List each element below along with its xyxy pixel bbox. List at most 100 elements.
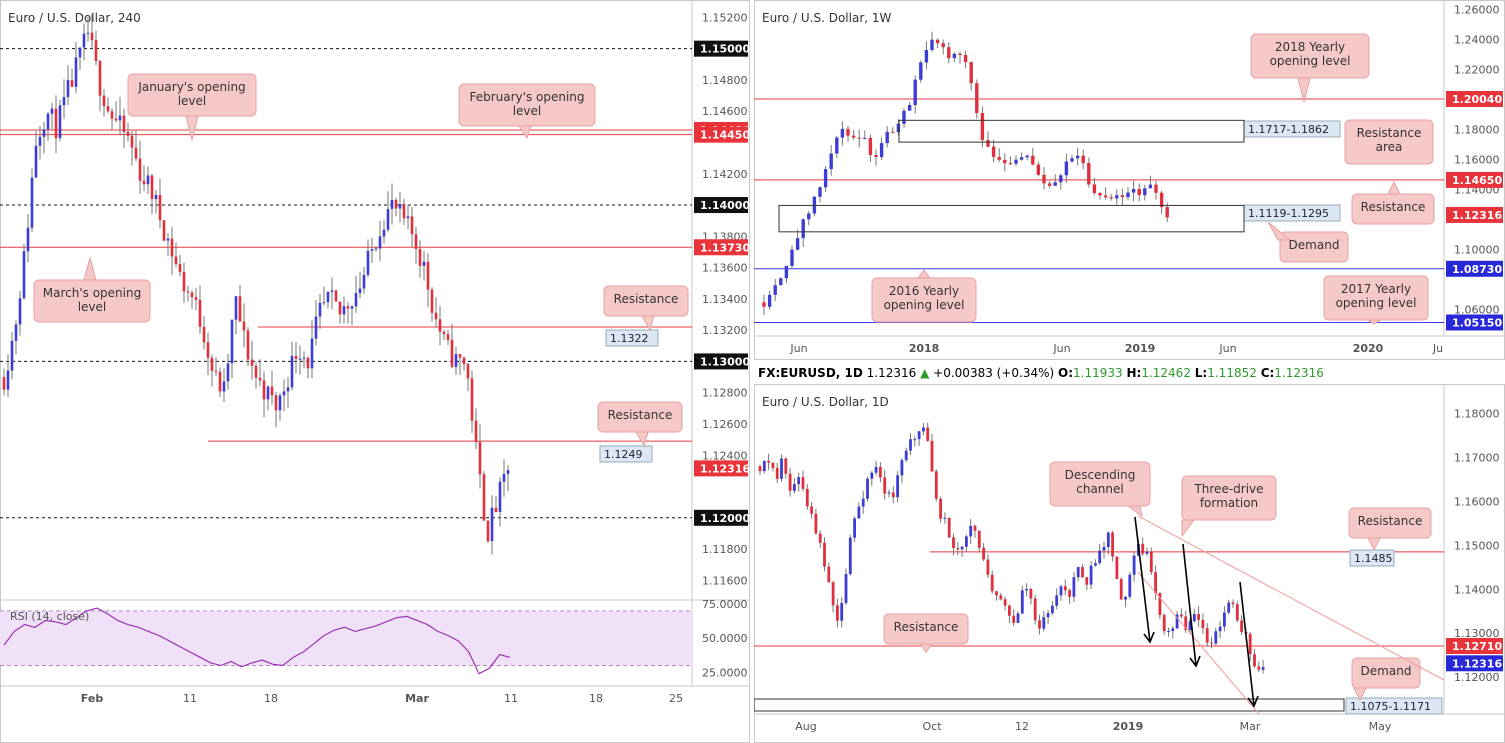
- candle-body: [26, 227, 30, 252]
- candle-body: [1158, 593, 1162, 616]
- price-tag-label: 1.13730: [700, 241, 750, 254]
- x-tick-label: Oct: [922, 720, 942, 733]
- x-tick-label: 11: [504, 692, 518, 705]
- candle-body: [853, 518, 856, 538]
- price-tag-label: 1.05150: [1452, 316, 1502, 329]
- candle-body: [997, 156, 1001, 160]
- chart-title: Euro / U.S. Dollar, 1D: [762, 395, 889, 409]
- resistance-area-zone: [898, 119, 1245, 143]
- candle-body: [1020, 590, 1024, 614]
- chart-weekly-svg[interactable]: Euro / U.S. Dollar, 1W 1.26000 1.24000 1.22…: [754, 0, 1505, 360]
- candle-body: [1175, 614, 1179, 629]
- callout-label-line: January's opening: [137, 80, 245, 94]
- callout-pointer: [1366, 319, 1382, 325]
- chart-panel-4h[interactable]: Euro / U.S. Dollar, 240 1.15200 1.14800 1.1…: [0, 0, 750, 743]
- candle-body: [1038, 620, 1041, 629]
- candle-body: [1124, 596, 1127, 600]
- candle-body: [1106, 532, 1110, 547]
- candle-body: [1070, 158, 1074, 162]
- candle-body: [963, 54, 968, 63]
- candle-body: [1059, 586, 1063, 596]
- chart-panel-daily[interactable]: Euro / U.S. Dollar, 1D 1.18000 1.17000 1.16…: [754, 384, 1505, 743]
- candle-body: [230, 319, 234, 364]
- rsi-y-tick: 75.0000: [702, 598, 748, 611]
- y-tick-label: 1.13200: [702, 324, 748, 337]
- callout-label: Resistance area: [1357, 126, 1422, 154]
- candle-body: [454, 354, 458, 367]
- candle-body: [848, 537, 852, 574]
- candle-body: [150, 175, 154, 200]
- candle-body: [250, 359, 254, 366]
- candle-body: [943, 517, 947, 519]
- candle-body: [1008, 163, 1013, 165]
- candle-body: [198, 299, 202, 327]
- x-tick-label: 2020: [1353, 342, 1384, 355]
- candle-body: [952, 537, 955, 549]
- candle-body: [1064, 161, 1069, 176]
- quote-high-label: H:: [1126, 366, 1142, 380]
- candle-body: [42, 129, 46, 137]
- x-tick-label: 2018: [909, 342, 940, 355]
- y-tick-label: 1.14000: [1454, 583, 1500, 596]
- candle-body: [242, 321, 246, 331]
- callout-pointer: [1126, 505, 1143, 518]
- rsi-y-tick: 50.0000: [702, 632, 748, 645]
- candle-body: [1159, 192, 1164, 208]
- candle-body: [980, 113, 985, 141]
- candle-body: [1053, 182, 1057, 186]
- candle-body: [960, 546, 964, 550]
- candle-body: [1149, 551, 1153, 573]
- candle-body: [1184, 616, 1188, 631]
- channel-lower-line: [1137, 571, 1260, 715]
- candle-body: [258, 377, 262, 381]
- candle-body: [1036, 164, 1041, 175]
- candle-body: [965, 536, 968, 547]
- x-tick-label: 2019: [1125, 342, 1156, 355]
- drive-arrow-head: [1189, 655, 1201, 668]
- callout-box: [1348, 507, 1432, 539]
- channel-upper-line: [1137, 515, 1445, 681]
- candle-body: [1075, 155, 1080, 159]
- candle-body: [270, 386, 274, 396]
- callout-pointer: [518, 125, 532, 140]
- candle-body: [887, 492, 891, 494]
- x-tick-label: 2019: [1113, 720, 1144, 733]
- candle-body: [446, 334, 450, 340]
- price-tag-label: 1.12316: [700, 462, 750, 475]
- rsi-band: [0, 610, 692, 666]
- candle-body: [58, 105, 62, 139]
- candle-body: [1231, 602, 1235, 605]
- quote-up-arrow-icon: ▲: [920, 366, 930, 380]
- candle-body: [1253, 654, 1256, 667]
- candle-body: [326, 291, 330, 303]
- y-tick-label: 1.13000: [1454, 627, 1500, 640]
- candle-body: [126, 131, 130, 136]
- candle-body: [913, 439, 917, 441]
- chart-panel-weekly[interactable]: Euro / U.S. Dollar, 1W 1.26000 1.24000 1.22…: [754, 0, 1505, 360]
- y-tick-label: 1.13600: [702, 262, 748, 275]
- candle-body: [1214, 631, 1218, 644]
- chart-daily-svg[interactable]: Euro / U.S. Dollar, 1D 1.18000 1.17000 1.16…: [754, 384, 1505, 743]
- candle-body: [334, 290, 338, 302]
- price-tag-label: 1.12710: [1452, 640, 1502, 653]
- candle-body: [1188, 621, 1192, 631]
- candle-body: [94, 40, 98, 61]
- candle-body: [1154, 184, 1158, 193]
- candle-body: [1119, 578, 1123, 600]
- candle-body: [823, 169, 828, 188]
- candle-body: [154, 194, 158, 200]
- chart-4h-svg[interactable]: Euro / U.S. Dollar, 240 1.15200 1.14800 1.1…: [0, 0, 750, 743]
- price-tag-label: 1.14650: [1452, 174, 1502, 187]
- callout-label-line: channel: [1076, 482, 1123, 496]
- x-tick-label: Jun: [789, 342, 807, 355]
- x-tick-label: Ju: [1432, 342, 1443, 355]
- candle-body: [762, 460, 766, 472]
- quote-low: 1.11852: [1207, 366, 1257, 380]
- candle-body: [1098, 550, 1102, 564]
- drive-arrow: [1182, 543, 1197, 667]
- candle-body: [818, 187, 822, 197]
- callout-label: Demand: [1361, 664, 1412, 678]
- y-tick-label: 1.14800: [702, 74, 748, 87]
- callout-label-line: Resistance: [608, 408, 673, 422]
- candle-body: [879, 143, 884, 158]
